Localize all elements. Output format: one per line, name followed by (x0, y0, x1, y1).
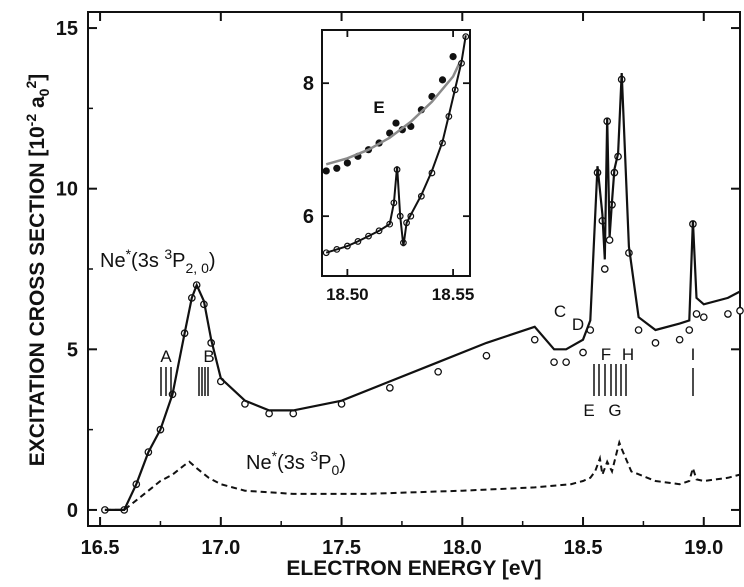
inset-dot (333, 164, 341, 172)
data-point (675, 335, 684, 344)
y-axis-label: EXCITATION CROSS SECTION [10-2 a02] (23, 74, 52, 467)
resonance-label: C (554, 302, 566, 321)
resonance-label: F (601, 345, 611, 364)
inset-dot (438, 76, 447, 84)
main-series-group (101, 72, 744, 514)
inset-x-tick-label: 18.50 (326, 285, 369, 304)
y-axis-label-main: EXCITATION CROSS SECTION [10 (26, 126, 49, 466)
resonance-label: H (622, 345, 634, 364)
inset-dot (392, 119, 400, 127)
resonance-markers: A B CD E F G H I (160, 302, 695, 420)
data-point (685, 326, 694, 334)
data-point (692, 310, 701, 318)
data-point (736, 306, 744, 315)
y-tick-label: 0 (67, 500, 78, 522)
data-point (605, 236, 614, 244)
resonance-label: B (203, 347, 214, 366)
resonance-label: A (160, 347, 172, 366)
inset-frame (321, 29, 471, 277)
x-tick-label: 18.5 (564, 537, 603, 559)
y-axis-label-sub: 0 (36, 88, 52, 96)
y-axis-label-exp2: 2 (23, 81, 39, 89)
resonance-label: D (572, 315, 584, 334)
data-point (579, 348, 587, 357)
data-point (724, 310, 732, 318)
annotation-upper: Ne*(3s 3P2, 0) (100, 246, 216, 276)
data-point (550, 358, 558, 367)
inset-dot (449, 52, 457, 61)
x-axis-label: ELECTRON ENERGY [eV] (286, 557, 541, 580)
x-tick-label: 16.5 (81, 537, 120, 559)
inset-x-tick-label: 18.55 (432, 285, 475, 304)
fit-curve (104, 72, 741, 511)
y-axis-label-a: a (26, 96, 49, 114)
x-tick-label: 17.0 (201, 537, 240, 559)
y-tick-label: 10 (56, 179, 78, 201)
x-tick-label: 18.0 (443, 537, 482, 559)
inset-dot (343, 159, 351, 167)
data-point (634, 326, 643, 334)
x-tick-label: 17.5 (322, 537, 361, 559)
inset-annotation: E (373, 98, 384, 117)
inset-y-tick-label: 8 (303, 73, 314, 95)
resonance-label: I (691, 345, 696, 364)
inset-dot (322, 167, 330, 175)
main-axis-ticks: 16.5 17.0 17.5 18.0 18.5 19.0 0 5 10 15 (56, 12, 740, 559)
data-point (699, 313, 708, 322)
inset-y-tick-label: 6 (303, 206, 314, 228)
inset-gray-fit (325, 62, 461, 166)
data-point (386, 384, 394, 392)
x-tick-label: 19.0 (684, 537, 723, 559)
data-point (562, 358, 570, 367)
y-axis-label-close: ] (26, 74, 49, 81)
resonance-label: G (608, 401, 621, 420)
inset-chart: 18.50 18.55 6 8 E (303, 29, 475, 304)
data-point (651, 339, 660, 347)
inset-fit-curve (325, 35, 467, 254)
y-tick-label: 15 (56, 18, 78, 40)
resonance-label: E (583, 401, 594, 420)
data-point (600, 265, 609, 273)
data-point (530, 335, 539, 344)
y-tick-label: 5 (67, 339, 78, 361)
y-axis-label-exp1: -2 (23, 114, 39, 127)
data-point (434, 367, 442, 376)
dashed-curve (104, 439, 741, 511)
annotation-lower: Ne*(3s 3P0) (246, 448, 346, 478)
data-point (482, 351, 491, 360)
